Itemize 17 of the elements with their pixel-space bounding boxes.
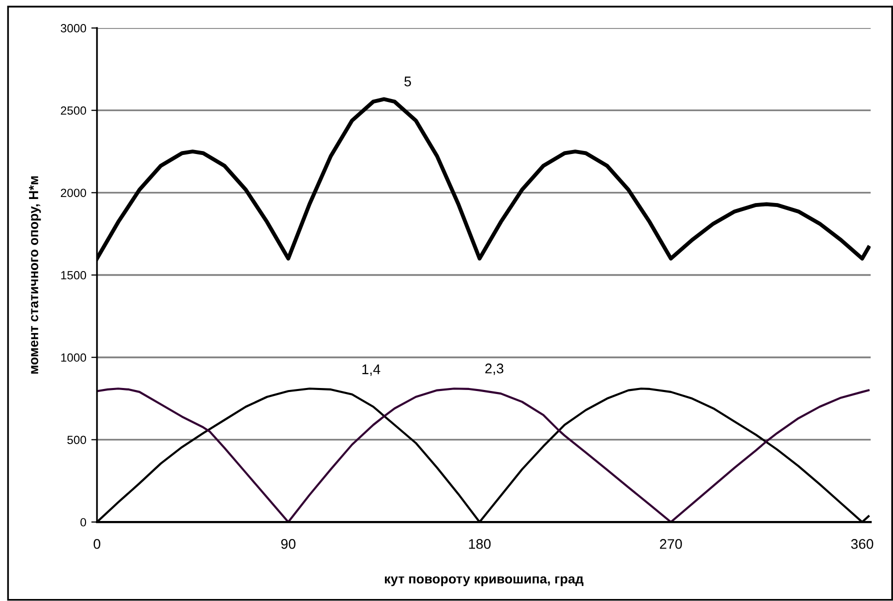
y-axis-title: момент статичного опору, Н*м [29,176,41,374]
y-tick-label: 2000 [60,188,86,198]
y-tick-label: 1000 [61,353,86,362]
x-tick-label: 90 [281,539,296,549]
x-axis-title: кут повороту кривошипа, град [384,576,584,586]
y-tick-label: 2500 [60,106,86,115]
x-tick-label: 0 [94,539,100,549]
x-tick-label: 270 [660,539,682,549]
series-label: 2,3 [485,364,504,376]
y-tick-label: 1500 [61,271,86,280]
y-tick-label: 500 [67,436,86,444]
x-tick-label: 180 [469,539,491,549]
y-tick-label: 0 [80,518,86,526]
series-label: 1,4 [362,364,380,376]
y-tick-label: 3000 [60,24,86,32]
series-label: 5 [404,76,411,86]
x-tick-label: 360 [851,539,874,549]
